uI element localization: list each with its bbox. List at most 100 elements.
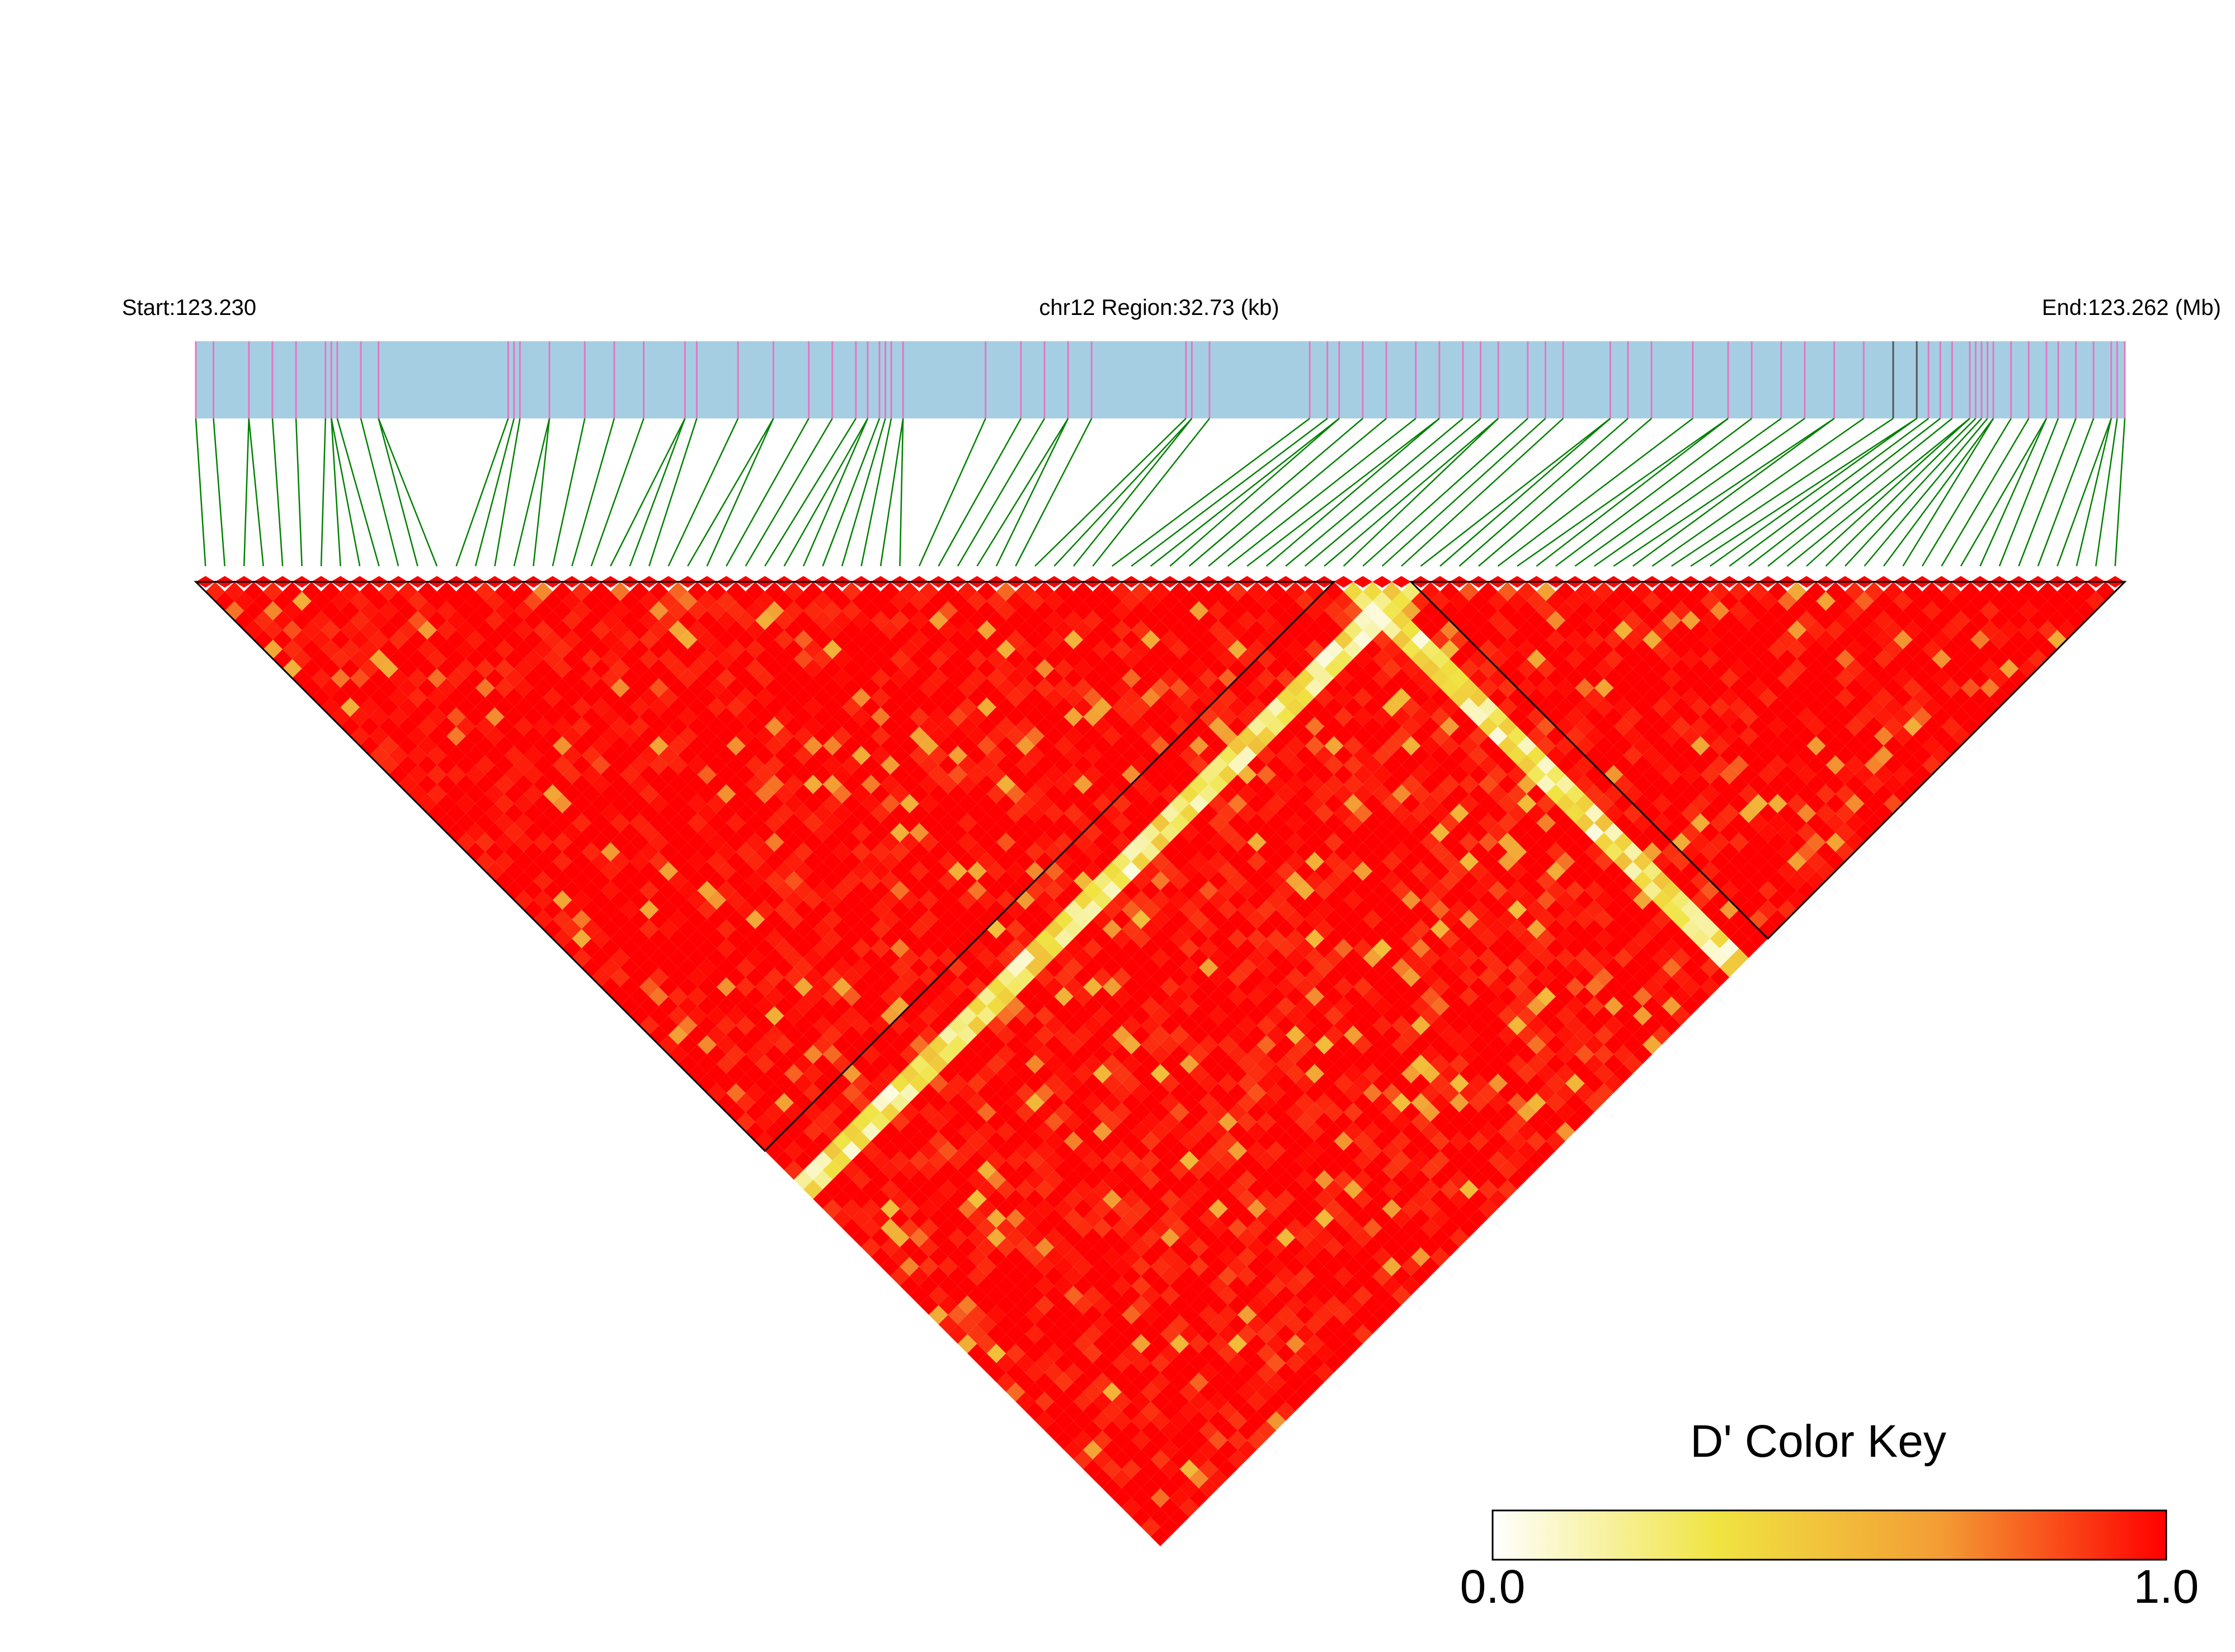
ld-cell — [1334, 688, 1353, 708]
ld-cell — [1208, 813, 1228, 833]
ld-cell — [1141, 977, 1160, 997]
ld-cell — [1237, 823, 1257, 843]
snp-connector — [1112, 417, 1310, 567]
ld-cell — [1257, 746, 1276, 765]
ld-cell — [1372, 881, 1392, 900]
ld-cell — [1411, 1074, 1431, 1093]
ld-cell — [1584, 938, 1605, 958]
ld-cell — [1102, 1401, 1122, 1421]
ld-cell — [1488, 707, 1508, 727]
ld-cell — [1478, 1179, 1498, 1199]
ld-cell — [957, 1218, 977, 1238]
ld-cell — [1439, 890, 1460, 910]
ld-cell — [1527, 842, 1546, 862]
ld-cell — [1391, 669, 1411, 688]
ld-cell — [1314, 649, 1334, 669]
ld-cell — [1189, 967, 1209, 987]
ld-cell — [1247, 1353, 1267, 1373]
ld-cell — [1575, 871, 1594, 891]
ld-cell — [1122, 1151, 1141, 1170]
ld-cell — [1469, 746, 1489, 765]
snp-connector — [474, 418, 515, 567]
snp-connector — [494, 418, 521, 567]
ld-cell — [1227, 1295, 1248, 1315]
ld-cell — [871, 1228, 891, 1248]
ld-cell — [1411, 881, 1431, 900]
ld-cell — [1536, 620, 1556, 640]
ld-cell — [1276, 958, 1296, 977]
ld-cell — [1768, 658, 1787, 679]
ld-cell — [1643, 726, 1662, 746]
ld-cell — [1247, 929, 1267, 949]
ld-cell — [1343, 620, 1363, 640]
ld-cell — [1237, 958, 1257, 977]
ld-cell — [1189, 813, 1209, 833]
ld-cell — [1391, 958, 1411, 977]
ld-cell — [1450, 591, 1469, 611]
ld-cell — [1729, 929, 1749, 949]
ld-cell — [1353, 996, 1373, 1016]
ld-cell — [1623, 591, 1643, 611]
ld-cell — [1719, 938, 1739, 958]
ld-cell — [1430, 765, 1450, 785]
ld-cell — [601, 803, 620, 823]
ld-cell — [1777, 610, 1797, 630]
ld-cell — [1584, 881, 1605, 900]
ld-cell — [967, 1247, 987, 1267]
ld-cell — [1439, 582, 1460, 601]
ld-cell — [1411, 900, 1431, 920]
ld-cell — [1083, 1401, 1103, 1421]
ld-cell — [1488, 958, 1508, 977]
ld-cell — [1093, 1218, 1112, 1238]
ld-cell — [1286, 774, 1305, 794]
ld-cell — [1324, 1064, 1344, 1084]
ld-cell — [1632, 794, 1653, 813]
ld-cell — [1411, 1131, 1431, 1151]
ld-cell — [1334, 1112, 1353, 1132]
ld-cell — [1546, 630, 1566, 649]
ld-cell — [842, 658, 862, 679]
ld-cell — [1131, 987, 1151, 1006]
ld-cell — [1777, 823, 1797, 843]
ld-cell — [1112, 1392, 1132, 1411]
ld-cell — [832, 1208, 852, 1229]
snp-connector — [1362, 418, 1528, 567]
ld-cell — [1469, 958, 1489, 977]
ld-cell — [1391, 861, 1411, 881]
ld-cell — [1324, 678, 1344, 698]
ld-cell — [1334, 610, 1353, 630]
ld-cell — [1546, 669, 1566, 688]
ld-cell — [1141, 1286, 1160, 1305]
ld-cell — [1343, 736, 1363, 756]
ld-cell — [1343, 948, 1363, 968]
ld-cell — [1276, 1363, 1296, 1382]
ld-cell — [1227, 1064, 1248, 1084]
ld-cell — [1257, 977, 1276, 997]
ld-cell — [1218, 591, 1238, 611]
ld-cell — [1257, 1286, 1276, 1305]
ld-cell — [1237, 591, 1257, 611]
ld-cell — [1286, 1006, 1305, 1026]
ld-cell — [1343, 832, 1363, 852]
ld-cell — [1382, 658, 1401, 679]
ld-cell — [1517, 910, 1537, 929]
ld-cell — [1439, 1122, 1460, 1141]
ld-cell — [1286, 1064, 1305, 1084]
ld-cell — [1305, 851, 1325, 872]
ld-cell — [1102, 1382, 1122, 1402]
ld-cell — [1662, 938, 1681, 958]
ld-cell — [1623, 610, 1643, 630]
snp-connector — [1401, 418, 1564, 567]
ld-cell — [1632, 871, 1653, 891]
ld-cell — [1546, 1112, 1566, 1132]
ld-cell — [1536, 1141, 1556, 1161]
ld-cell — [1247, 1334, 1267, 1354]
ld-cell — [1439, 1006, 1460, 1026]
ld-cell — [726, 890, 746, 910]
ld-cell — [1247, 1315, 1267, 1334]
ld-cell — [1372, 688, 1392, 708]
ld-cell — [1044, 1286, 1064, 1305]
ld-cell — [1536, 1025, 1556, 1045]
ld-cell — [1478, 890, 1498, 910]
ld-cell — [1324, 639, 1344, 659]
